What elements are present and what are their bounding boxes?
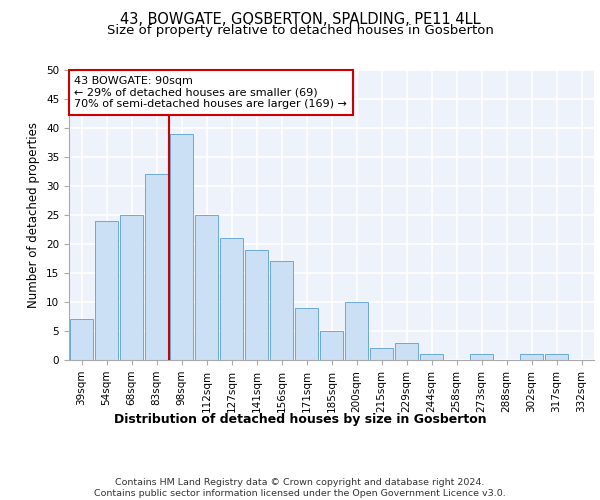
Bar — [145, 174, 169, 360]
Bar — [295, 308, 319, 360]
Bar — [419, 354, 443, 360]
Bar — [170, 134, 193, 360]
Text: Distribution of detached houses by size in Gosberton: Distribution of detached houses by size … — [113, 412, 487, 426]
Bar — [269, 262, 293, 360]
Bar — [520, 354, 544, 360]
Bar — [220, 238, 244, 360]
Bar — [370, 348, 394, 360]
Bar — [470, 354, 493, 360]
Text: Size of property relative to detached houses in Gosberton: Size of property relative to detached ho… — [107, 24, 493, 37]
Bar — [245, 250, 268, 360]
Bar — [395, 342, 418, 360]
Text: 43 BOWGATE: 90sqm
← 29% of detached houses are smaller (69)
70% of semi-detached: 43 BOWGATE: 90sqm ← 29% of detached hous… — [74, 76, 347, 109]
Bar — [320, 331, 343, 360]
Text: Contains HM Land Registry data © Crown copyright and database right 2024.
Contai: Contains HM Land Registry data © Crown c… — [94, 478, 506, 498]
Text: 43, BOWGATE, GOSBERTON, SPALDING, PE11 4LL: 43, BOWGATE, GOSBERTON, SPALDING, PE11 4… — [119, 12, 481, 28]
Bar — [70, 320, 94, 360]
Bar — [119, 215, 143, 360]
Bar — [545, 354, 568, 360]
Y-axis label: Number of detached properties: Number of detached properties — [28, 122, 40, 308]
Bar — [95, 221, 118, 360]
Bar — [194, 215, 218, 360]
Bar — [344, 302, 368, 360]
